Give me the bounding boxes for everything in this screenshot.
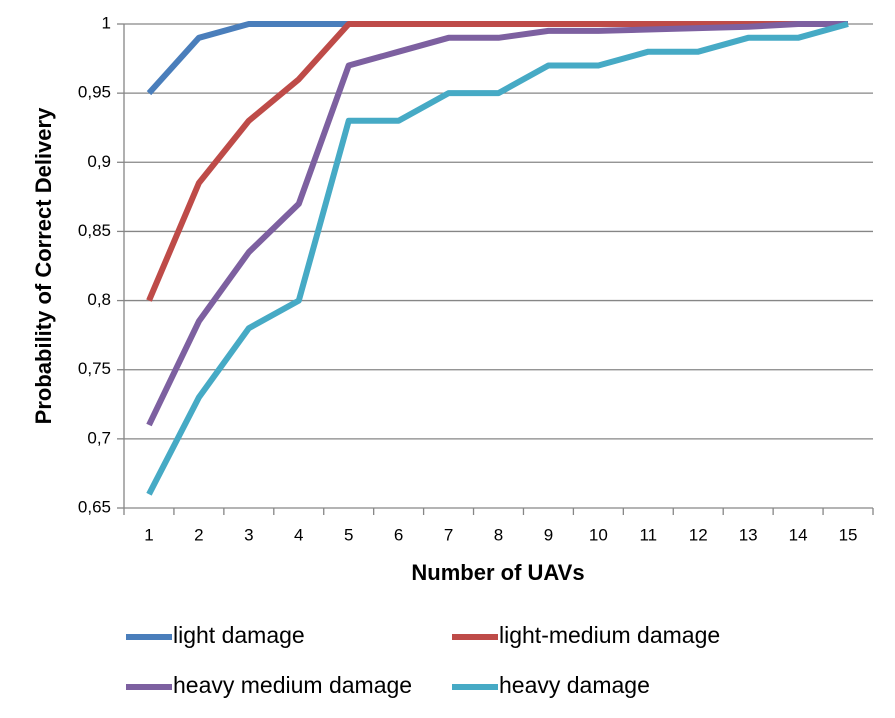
y-tick-label: 0,85 (78, 221, 111, 240)
x-tick-label: 14 (789, 525, 808, 544)
series-line-3 (146, 21, 848, 427)
y-tick-labels: 0,65 0,7 0,75 0,8 0,85 0,9 0,95 1 (78, 13, 111, 516)
x-axis-title: Number of UAVs (411, 560, 584, 585)
x-tick-label: 8 (494, 525, 503, 544)
series-line-2 (146, 21, 848, 302)
y-tick-label: 0,75 (78, 359, 111, 378)
axes (117, 23, 874, 515)
y-tick-label: 1 (102, 13, 111, 32)
legend-label: heavy damage (499, 672, 650, 698)
x-tick-label: 1 (144, 525, 153, 544)
y-tick-label: 0,65 (78, 497, 111, 516)
x-tick-label: 2 (194, 525, 203, 544)
y-axis-title: Probability of Correct Delivery (31, 107, 56, 424)
x-tick-label: 9 (544, 525, 553, 544)
x-tick-label: 4 (294, 525, 303, 544)
legend-label: heavy medium damage (173, 672, 412, 698)
x-tick-label: 11 (639, 525, 657, 544)
y-tick-label: 0,95 (78, 83, 111, 102)
legend-label: light-medium damage (499, 622, 720, 648)
x-tick-labels: 1 2 3 4 5 6 7 8 9 10 11 12 13 14 15 (144, 525, 857, 544)
x-tick-label: 3 (244, 525, 253, 544)
x-tick-label: 13 (739, 525, 758, 544)
x-tick-label: 5 (344, 525, 353, 544)
series-line-4 (146, 21, 849, 496)
x-tick-label: 6 (394, 525, 403, 544)
y-tick-label: 0,9 (87, 152, 111, 171)
y-tick-label: 0,8 (87, 290, 111, 309)
legend: light damage light-medium damage heavy med… (126, 622, 720, 698)
x-tick-label: 10 (589, 525, 608, 544)
series-lines (146, 21, 849, 496)
x-tick-label: 7 (444, 525, 453, 544)
x-tick-label: 12 (689, 525, 708, 544)
y-tick-label: 0,7 (87, 428, 111, 447)
legend-label: light damage (173, 622, 305, 648)
x-tick-label: 15 (839, 525, 858, 544)
gridlines (124, 23, 873, 440)
series-line-1 (146, 21, 848, 96)
